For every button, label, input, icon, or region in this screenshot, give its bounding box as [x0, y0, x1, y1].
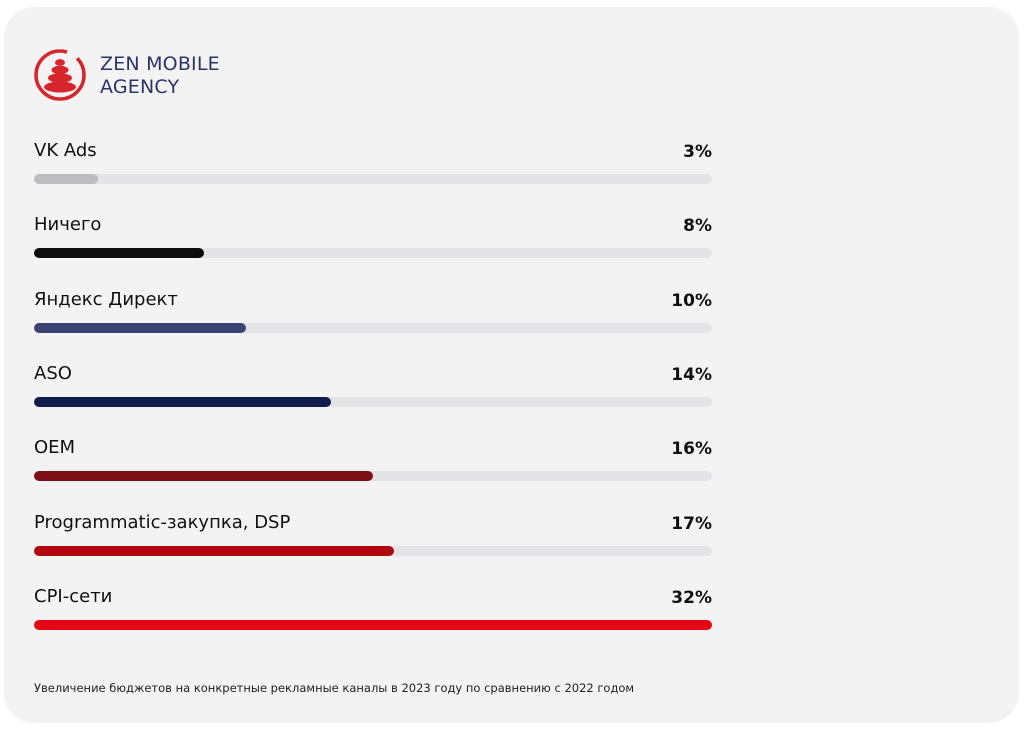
bar: [34, 545, 395, 556]
bar-track: [34, 545, 712, 556]
bar-value-label: 14%: [671, 364, 712, 385]
bar-label: Яндекс Директ: [34, 288, 178, 310]
bar: [34, 248, 204, 259]
brand-name: ZEN MOBILE AGENCY: [100, 53, 220, 99]
bar-value-label: 32%: [671, 587, 712, 608]
bar-label: OEM: [34, 437, 76, 459]
bar-label: VK Ads: [34, 140, 97, 161]
bar-track: [34, 471, 712, 482]
brand-logo: ZEN MOBILE AGENCY: [32, 47, 232, 107]
chart-card: ZEN MOBILE AGENCY VK Ads 3% Ничего 8% Яндекс…: [4, 7, 1019, 723]
bar-row: Programmatic-закупка, DSP 17%: [34, 512, 714, 572]
bar-row: Ничего 8%: [34, 214, 714, 274]
bar-track: [34, 248, 712, 259]
bar-value-label: 3%: [683, 142, 712, 162]
bar-row: OEM 16%: [34, 437, 714, 497]
bar-label: ASO: [34, 362, 72, 384]
brand-name-line2: AGENCY: [100, 76, 180, 98]
bar-track: [34, 396, 712, 407]
bar-value-label: 10%: [671, 290, 712, 311]
bar-row: VK Ads 3%: [34, 140, 714, 200]
bar: [34, 322, 246, 333]
brand-name-line1: ZEN MOBILE: [100, 53, 220, 75]
bar-label: Programmatic-закупка, DSP: [34, 511, 291, 533]
bar-row: CPI-сети 32%: [34, 586, 714, 646]
bar-label: Ничего: [34, 214, 102, 236]
bar-value-label: 16%: [671, 439, 712, 460]
bar-track: [34, 322, 712, 333]
bar-row: Яндекс Директ 10%: [34, 289, 714, 349]
bar: [34, 619, 712, 630]
zen-stones-circle-icon: [34, 49, 86, 101]
bar-track: [34, 174, 712, 184]
bar-row: ASO 14%: [34, 363, 714, 423]
bar: [34, 174, 98, 184]
bar: [34, 396, 331, 407]
bar: [34, 471, 373, 482]
bar-value-label: 8%: [683, 216, 712, 237]
chart-caption: Увеличение бюджетов на конкретные реклам…: [34, 681, 635, 695]
bar-label: CPI-сети: [34, 585, 113, 607]
bar-value-label: 17%: [671, 513, 712, 534]
bar-track: [34, 619, 712, 630]
